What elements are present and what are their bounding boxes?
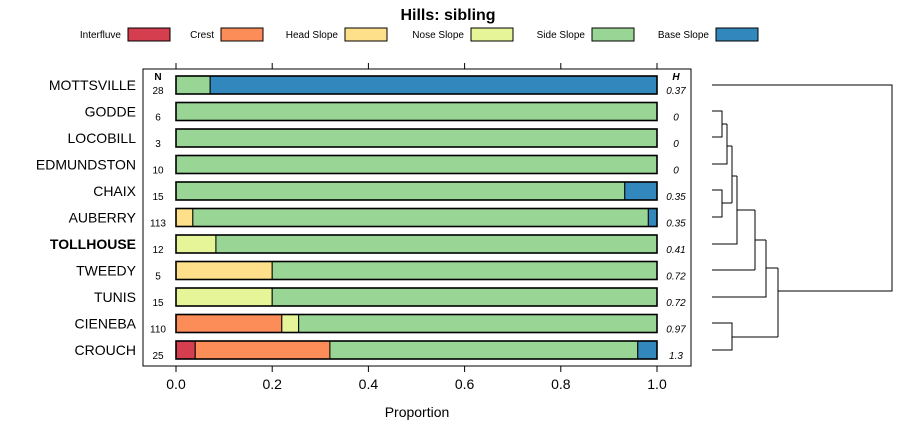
n-value-5: 113 xyxy=(150,219,166,230)
legend-swatch-3 xyxy=(470,27,514,42)
bar-outline-8 xyxy=(175,287,658,307)
category-label-7: TWEEDY xyxy=(76,263,137,279)
h-value-9: 0.97 xyxy=(666,325,686,336)
x-tick-label-1: 0.2 xyxy=(262,376,282,392)
bar-segment-7-4 xyxy=(271,261,658,280)
n-column-header: N xyxy=(154,72,161,83)
h-value-4: 0.35 xyxy=(666,192,686,203)
bar-segment-9-4 xyxy=(298,314,658,333)
n-value-6: 12 xyxy=(152,245,164,256)
bar-segment-0-5 xyxy=(209,75,658,95)
bar-segment-10-1 xyxy=(194,340,331,360)
bar-segment-6-4 xyxy=(215,234,658,254)
category-labels: MOTTSVILLE GODDE LOCOBILL EDMUNDSTON CHAIX AU… xyxy=(36,77,137,358)
legend-label-0: Interfluve xyxy=(80,30,122,41)
h-value-10: 1.3 xyxy=(669,351,683,362)
x-tick-label-3: 0.6 xyxy=(455,376,475,392)
x-axis-title: Proportion xyxy=(385,404,450,420)
n-value-1: 6 xyxy=(155,113,161,124)
bar-outline-1 xyxy=(175,101,658,122)
legend-label-4: Side Slope xyxy=(537,30,586,41)
category-label-0: MOTTSVILLE xyxy=(49,77,136,93)
bar-segment-4-5 xyxy=(624,181,658,201)
legend-swatch-2 xyxy=(344,27,388,42)
category-label-4: CHAIX xyxy=(93,183,136,199)
bar-segment-5-4 xyxy=(192,208,649,227)
n-value-7: 5 xyxy=(155,272,161,283)
category-label-9: CIENEBA xyxy=(75,316,137,332)
category-label-1: GODDE xyxy=(85,104,136,120)
h-value-0: 0.37 xyxy=(666,86,686,97)
bar-outline-9 xyxy=(175,313,658,334)
bar-segment-2-4 xyxy=(175,128,658,148)
bar-outline-3 xyxy=(175,154,658,175)
category-label-2: LOCOBILL xyxy=(68,130,137,146)
bar-outline-0 xyxy=(175,75,658,95)
bar-segment-6-3 xyxy=(175,234,217,254)
legend-swatch-4 xyxy=(591,27,635,42)
h-value-7: 0.72 xyxy=(666,272,686,283)
h-value-2: 0 xyxy=(673,139,679,150)
legend-label-3: Nose Slope xyxy=(412,30,464,41)
plot-panel xyxy=(142,68,692,367)
bar-outline-2 xyxy=(175,128,658,148)
n-value-9: 110 xyxy=(150,325,166,336)
x-tick-label-0: 0.0 xyxy=(166,376,186,392)
h-value-6: 0.41 xyxy=(666,245,685,256)
bar-outline-10 xyxy=(175,340,658,360)
bar-outline-5 xyxy=(175,207,658,228)
legend-label-2: Head Slope xyxy=(286,30,339,41)
category-label-5: AUBERRY xyxy=(69,210,137,226)
n-value-2: 3 xyxy=(155,139,161,150)
h-column: 0.37 0 0 0 0.35 0.35 0.41 0.72 0.72 0.97 1.3 xyxy=(666,86,686,362)
legend-swatch-5 xyxy=(715,27,759,42)
bar-segment-1-4 xyxy=(175,102,658,121)
bar-segment-5-2 xyxy=(175,208,194,227)
x-tick-label-2: 0.4 xyxy=(359,376,379,392)
h-column-header: H xyxy=(672,72,680,83)
h-value-1: 0 xyxy=(673,113,679,124)
category-label-10: CROUCH xyxy=(75,342,136,358)
n-value-8: 15 xyxy=(152,298,164,309)
h-value-3: 0 xyxy=(673,166,679,177)
category-label-8: TUNIS xyxy=(94,289,136,305)
x-axis: 0.0 0.2 0.4 0.6 0.8 1.0 xyxy=(166,63,667,392)
h-value-5: 0.35 xyxy=(666,219,686,230)
bar-outline-4 xyxy=(175,181,658,201)
legend-swatch-1 xyxy=(220,27,264,42)
legend-label-1: Crest xyxy=(190,30,214,41)
legend: Interfluve Crest Head Slope Nose Slope Side … xyxy=(80,27,759,42)
legend-label-5: Base Slope xyxy=(658,30,710,41)
bar-segment-7-2 xyxy=(175,261,273,280)
bar-segment-9-3 xyxy=(281,314,300,333)
chart-title: Hills: sibling xyxy=(400,7,495,24)
bar-segment-5-5 xyxy=(647,208,658,227)
bar-segment-10-0 xyxy=(175,340,196,360)
bars-group xyxy=(175,75,658,360)
n-value-3: 10 xyxy=(152,166,164,177)
bar-segment-8-3 xyxy=(175,287,273,307)
n-value-4: 15 xyxy=(152,192,164,203)
bar-segment-10-5 xyxy=(637,340,658,360)
bar-outline-7 xyxy=(175,260,658,281)
x-tick-label-5: 1.0 xyxy=(647,376,667,392)
category-label-6: TOLLHOUSE xyxy=(50,236,136,252)
bar-segment-0-4 xyxy=(175,75,211,95)
bar-outline-6 xyxy=(175,234,658,254)
x-tick-label-4: 0.8 xyxy=(551,376,571,392)
h-value-8: 0.72 xyxy=(666,298,686,309)
bar-segment-8-4 xyxy=(271,287,658,307)
bar-segment-10-4 xyxy=(329,340,639,360)
n-column: 28 6 3 10 15 113 12 5 15 110 25 xyxy=(150,86,166,362)
bar-segment-3-4 xyxy=(175,155,658,174)
n-value-0: 28 xyxy=(152,86,164,97)
category-label-3: EDMUNDSTON xyxy=(36,157,136,173)
bar-segment-9-1 xyxy=(175,314,283,333)
n-value-10: 25 xyxy=(152,351,164,362)
legend-swatch-0 xyxy=(127,27,171,42)
bar-segment-4-4 xyxy=(175,181,626,201)
dendrogram xyxy=(712,84,893,351)
